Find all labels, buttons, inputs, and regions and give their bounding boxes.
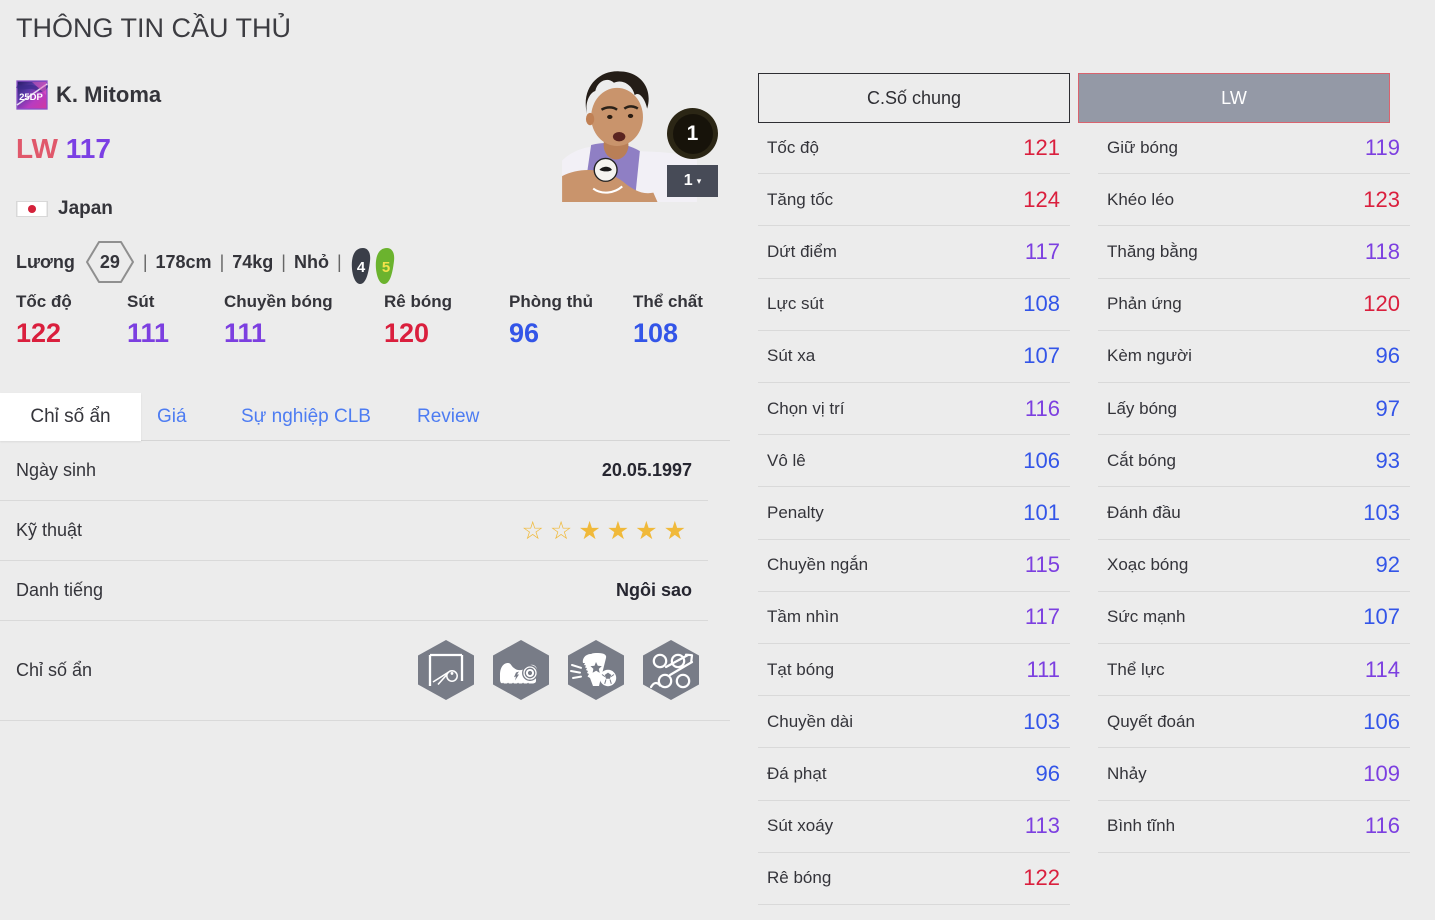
svg-text:4: 4 <box>357 259 366 276</box>
svg-text:25DP: 25DP <box>19 92 43 103</box>
svg-text:5: 5 <box>382 259 390 276</box>
